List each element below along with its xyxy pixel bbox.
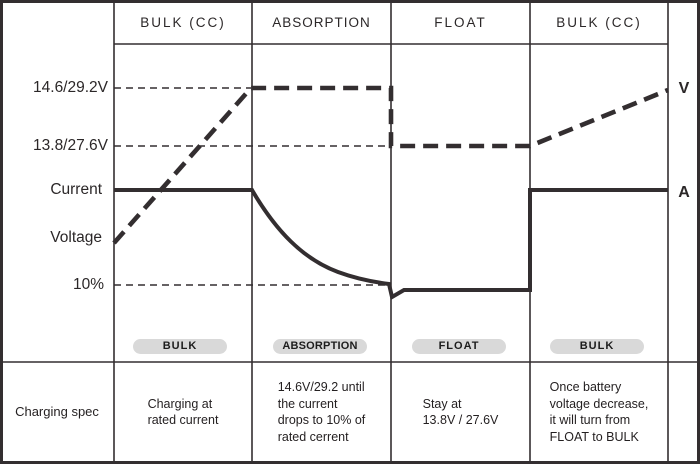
axis-label-float-voltage: 13.8/27.6V (33, 137, 108, 154)
pill-absorption: ABSORPTION (273, 339, 367, 354)
spec-text-absorption: 14.6V/29.2 until the current drops to 10… (277, 380, 366, 444)
spec-cell-bulk2: Once battery voltage decrease, it will t… (530, 362, 668, 462)
axis-label-current: Current (50, 181, 102, 198)
pill-float: FLOAT (412, 339, 506, 354)
pill-bulk1: BULK (133, 339, 227, 354)
stage-header-bulk1: BULK (CC) (140, 15, 226, 30)
spec-row-label: Charging spec (15, 404, 99, 420)
axis-label-ten-percent: 10% (72, 276, 104, 293)
spec-text-bulk2: Once battery voltage decrease, it will t… (549, 380, 649, 444)
axis-unit-volts: V (678, 80, 690, 97)
spec-text-bulk1: Charging at rated current (147, 396, 219, 428)
spec-cell-absorption: 14.6V/29.2 until the current drops to 10… (252, 362, 391, 462)
axis-label-voltage: Voltage (50, 229, 102, 246)
axis-label-absorption-voltage: 14.6/29.2V (33, 79, 108, 96)
current-curve (114, 188, 668, 301)
voltage-curve (112, 85, 669, 245)
column-dividers (113, 3, 669, 461)
axis-unit-amps: A (678, 184, 690, 201)
spec-cell-bulk1: Charging at rated current (114, 362, 252, 462)
spec-row-label-cell: Charging spec (0, 362, 114, 462)
pill-bulk2: BULK (550, 339, 644, 354)
spec-text-float: Stay at 13.8V / 27.6V (422, 396, 499, 428)
stage-header-bulk2: BULK (CC) (556, 15, 642, 30)
stage-header-absorption: ABSORPTION (272, 15, 371, 30)
spec-cell-float: Stay at 13.8V / 27.6V (391, 362, 530, 462)
stage-header-float: FLOAT (434, 15, 487, 30)
reference-lines (114, 87, 391, 286)
